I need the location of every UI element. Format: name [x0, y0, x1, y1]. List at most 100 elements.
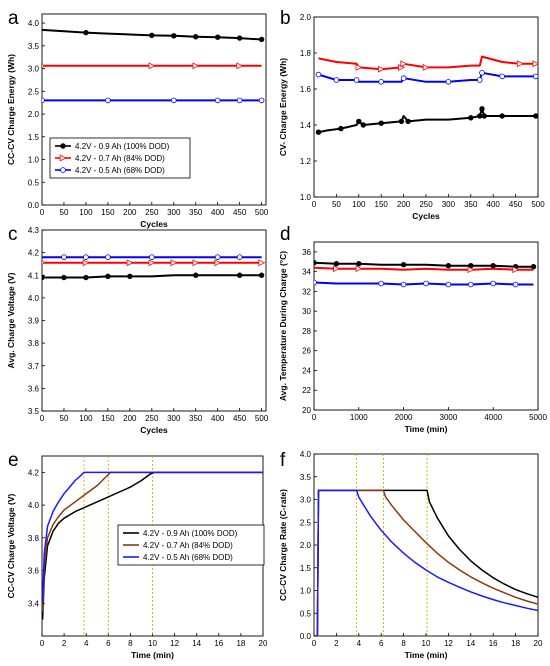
data-point-c [193, 260, 199, 266]
series-group-b [316, 57, 538, 135]
y-tick-label-c: 3.8 [28, 339, 40, 348]
x-tick-label-c: 150 [101, 414, 115, 423]
panel-label-f: f [280, 450, 286, 471]
data-point-b [401, 61, 407, 67]
x-tick-label-d: 2000 [395, 413, 413, 422]
x-tick-label-d: 0 [312, 413, 317, 422]
x-tick-label-a: 500 [255, 208, 269, 217]
y-tick-label-d: 28 [302, 327, 311, 336]
series-line-d [314, 268, 534, 270]
series-line-c [42, 275, 262, 277]
data-point-c [62, 255, 67, 260]
data-point-b [379, 121, 384, 126]
x-tick-label-b: 450 [509, 200, 523, 209]
y-tick-label-a: 3.5 [28, 42, 40, 51]
x-tick-label-b: 0 [312, 200, 317, 209]
x-tick-label-f: 12 [444, 639, 453, 648]
data-point-c [215, 255, 220, 260]
x-tick-label-b: 350 [464, 200, 478, 209]
y-axis-label-f: CC-CV Charge Rate (C-rate) [278, 489, 288, 601]
y-tick-label-a: 4.0 [28, 19, 40, 28]
legend-label-e: 4.2V - 0.7 Ah (84% DOD) [143, 541, 233, 550]
x-tick-label-e: 16 [214, 639, 223, 648]
x-tick-label-e: 4 [84, 639, 89, 648]
x-tick-label-b: 300 [442, 200, 456, 209]
data-point-c [215, 260, 221, 266]
y-tick-label-c: 4.1 [28, 271, 40, 280]
x-axis-label-e: Time (min) [131, 650, 174, 660]
y-tick-label-b: 1.6 [300, 85, 312, 94]
y-tick-label-d: 34 [302, 268, 311, 277]
y-axis-label-e: CC-CV Charge Voltage (V) [6, 493, 16, 598]
data-point-d [446, 282, 451, 287]
data-point-c [105, 274, 110, 279]
panel-label-b: b [280, 8, 291, 29]
data-point-d [468, 282, 473, 287]
data-point-b [423, 65, 429, 71]
y-tick-label-d: 32 [302, 287, 311, 296]
data-point-b [482, 114, 487, 119]
data-point-c [84, 275, 89, 280]
x-tick-label-e: 6 [106, 639, 111, 648]
data-point-a [149, 33, 154, 38]
y-axis-label-a: CC-CV Charge Energy (Wh) [6, 54, 16, 165]
y-tick-label-c: 4.0 [28, 294, 40, 303]
panel-c: c0 50 100 150 200 250 300 350 400 450 5003.53.63.7… [6, 224, 269, 435]
x-axis-label-d: Time (min) [405, 424, 448, 434]
legend-label-e: 4.2V - 0.9 Ah (100% DOD) [143, 529, 238, 538]
series-line-f [314, 490, 538, 636]
x-axis-label-f: Time (min) [405, 650, 448, 660]
x-tick-label-b: 200 [397, 200, 411, 209]
y-tick-label-f: 0.0 [300, 632, 312, 641]
data-point-c [105, 255, 110, 260]
y-tick-label-d: 24 [302, 366, 311, 375]
data-point-a [171, 33, 176, 38]
x-tick-label-a: 250 [145, 208, 159, 217]
data-point-a [105, 98, 110, 103]
data-point-b [500, 114, 505, 119]
y-tick-label-e: 3.6 [28, 567, 40, 576]
data-point-b [361, 123, 366, 128]
y-axis-label-d: Avg. Temperature During Charge (°C) [278, 251, 288, 401]
data-point-d [491, 263, 496, 268]
x-tick-label-e: 8 [128, 639, 133, 648]
x-tick-label-b: 250 [419, 200, 433, 209]
data-point-b [500, 74, 505, 79]
data-point-b [316, 130, 321, 135]
panel-label-e: e [8, 450, 19, 471]
data-point-c [127, 260, 133, 266]
panel-b: b 0 50 100 150 200 250 300 350 400 450 500 1.0 1.2 1.4… [278, 8, 545, 221]
y-tick-label-f: 1.0 [300, 587, 312, 596]
y-tick-label-f: 3.0 [300, 496, 312, 505]
panel-e: e0 2 4 6 8 10 12 14 16 18 203.43.63.84.04.2Time (m… [6, 450, 268, 660]
x-tick-label-c: 300 [167, 414, 181, 423]
x-tick-label-f: 10 [422, 639, 431, 648]
y-tick-label-e: 4.0 [28, 501, 40, 510]
legend-label-a: 4.2V - 0.9 Ah (100% DOD) [75, 142, 170, 151]
x-tick-label-b: 150 [375, 200, 389, 209]
x-tick-label-f: 4 [357, 639, 362, 648]
data-point-a [259, 98, 264, 103]
plot-frame-f [314, 454, 538, 636]
series-line-f [314, 490, 538, 636]
x-tick-label-f: 0 [312, 639, 317, 648]
y-tick-label-c: 3.9 [28, 317, 40, 326]
data-point-d [334, 261, 339, 266]
data-point-c [149, 260, 155, 266]
data-point-b [533, 114, 538, 119]
data-point-d [513, 282, 518, 287]
x-tick-label-e: 14 [192, 639, 201, 648]
x-tick-label-c: 250 [145, 414, 159, 423]
data-point-d [356, 261, 361, 266]
data-point-b [334, 78, 339, 83]
data-point-d [334, 266, 340, 272]
y-tick-label-f: 2.5 [300, 518, 312, 527]
data-point-b [517, 61, 523, 67]
legend-label-e: 4.2V - 0.5 Ah (68% DOD) [143, 553, 233, 562]
data-point-d [356, 266, 362, 272]
data-point-c [40, 275, 45, 280]
data-point-a [215, 35, 220, 40]
data-point-a [40, 98, 45, 103]
y-tick-label-f: 2.0 [300, 541, 312, 550]
x-tick-label-e: 12 [170, 639, 179, 648]
